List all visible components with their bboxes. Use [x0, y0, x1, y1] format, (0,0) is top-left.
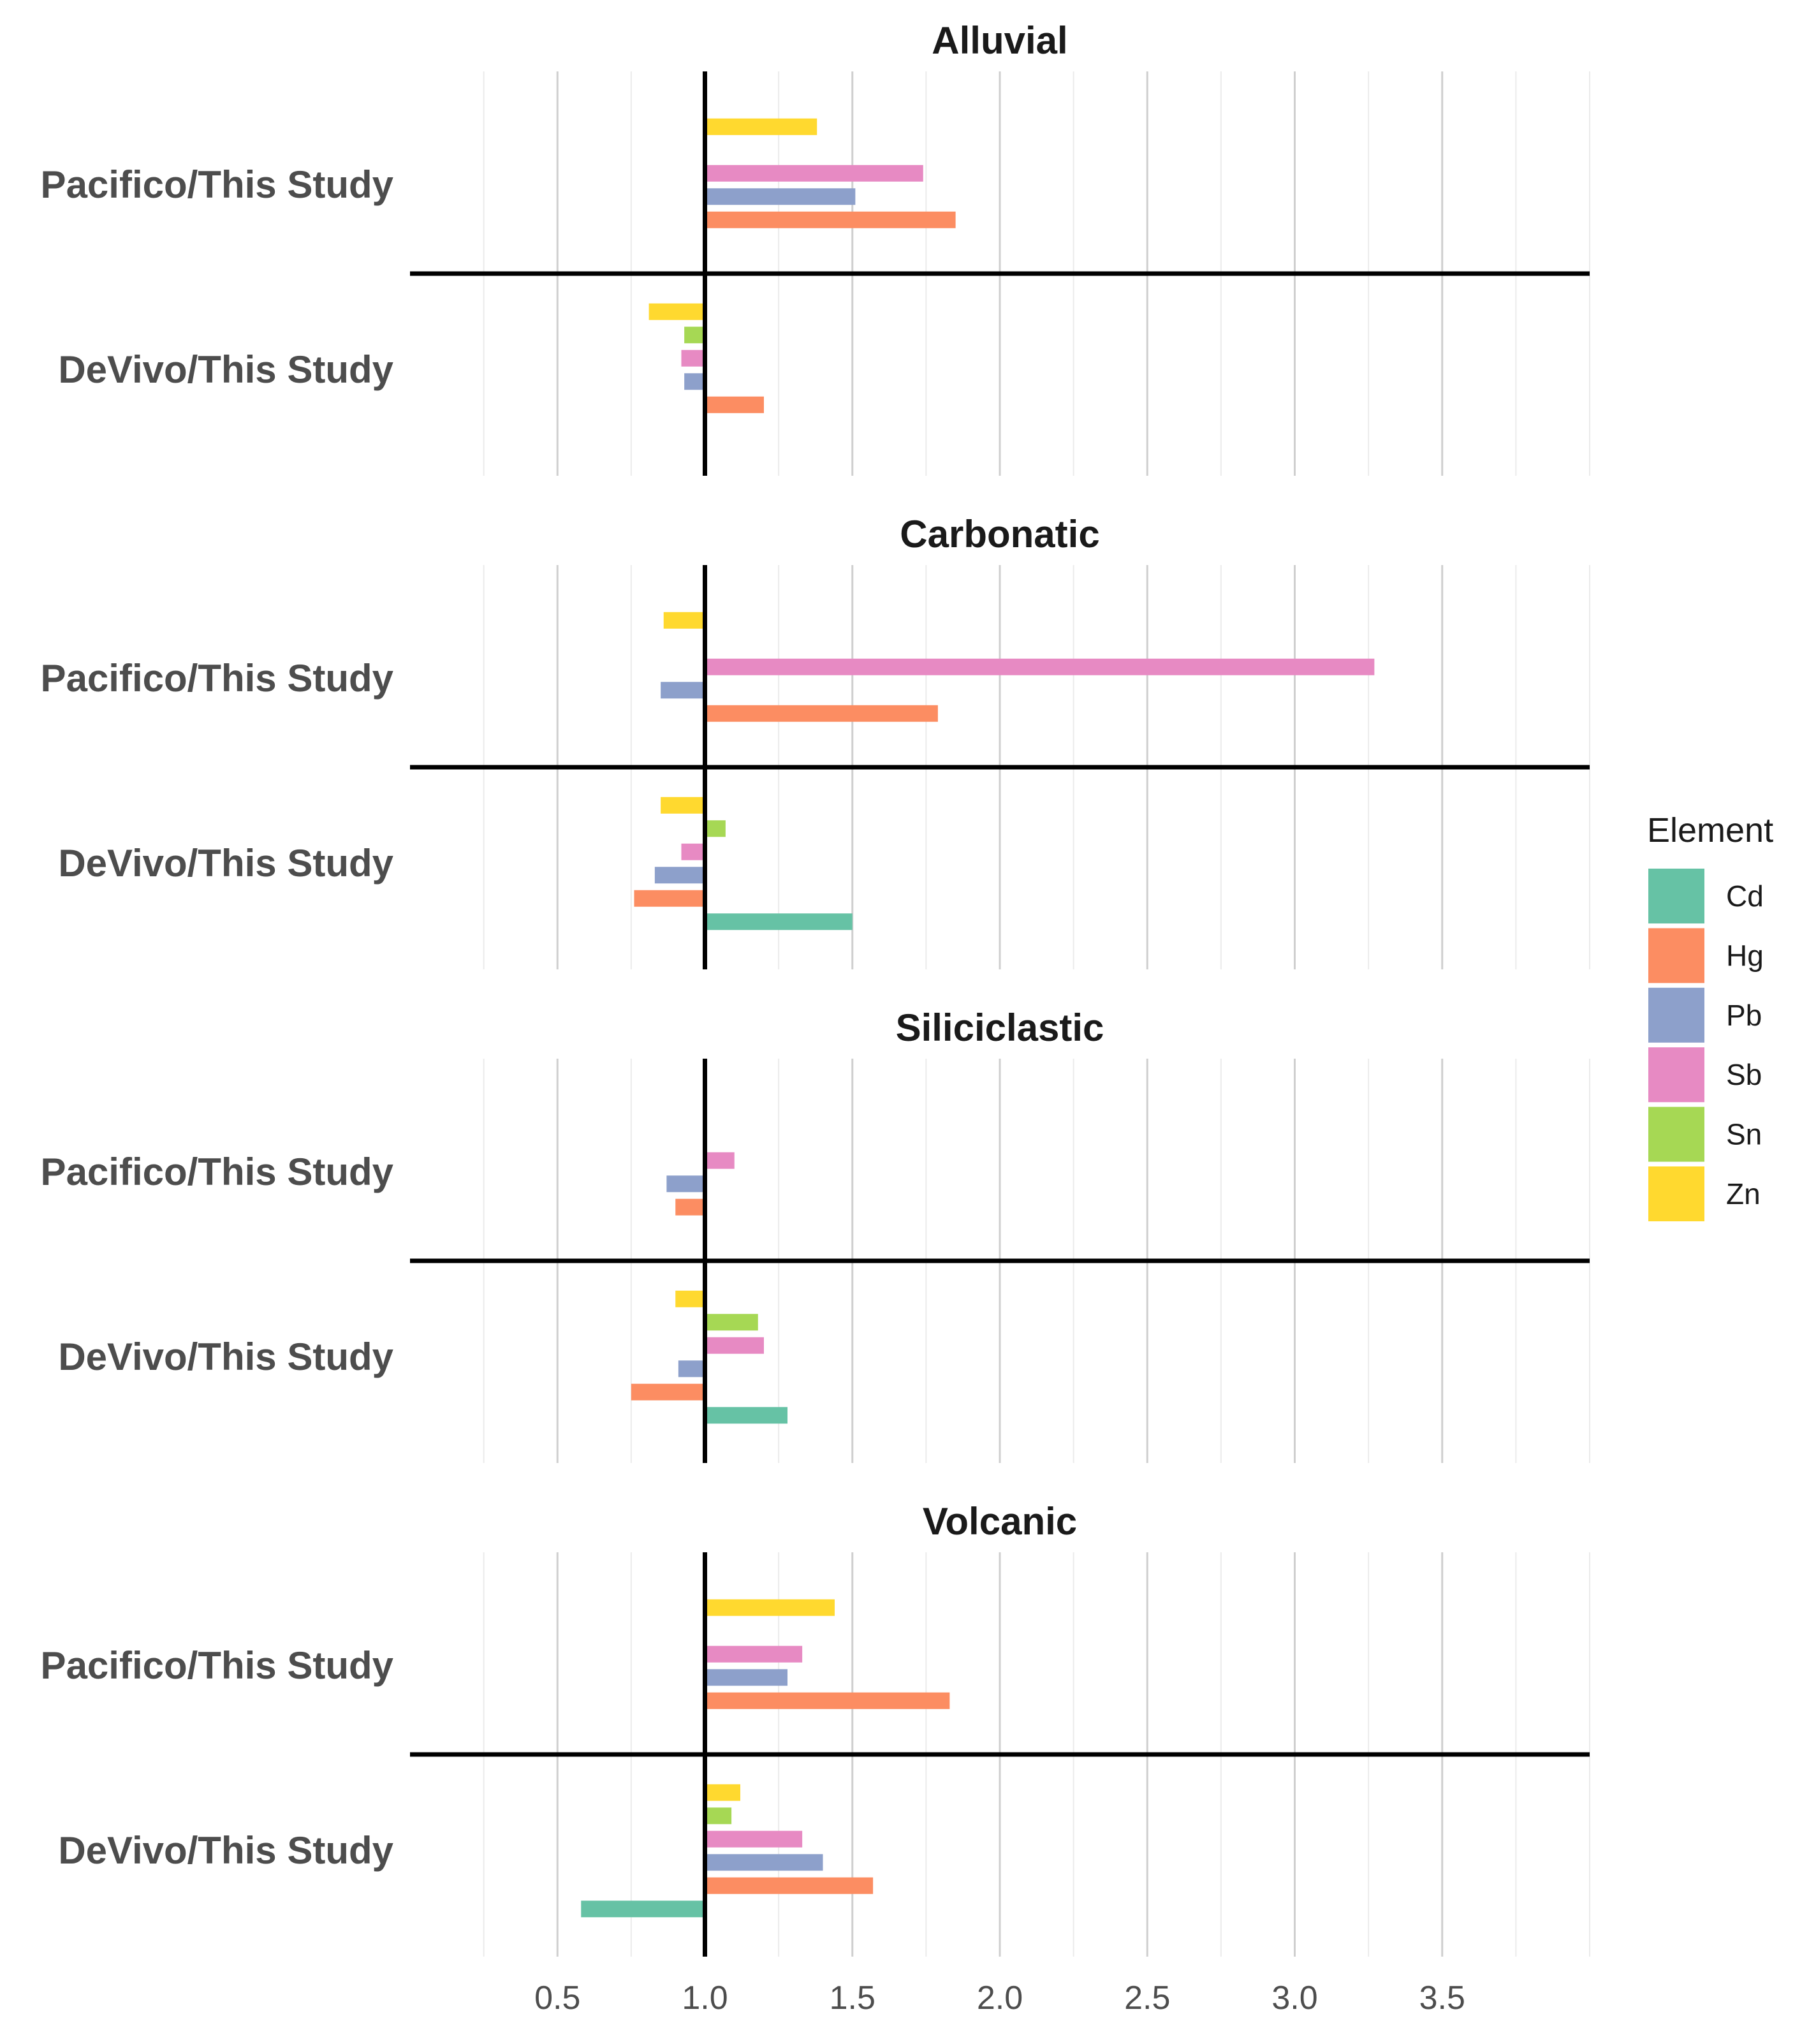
bar-hg	[631, 1384, 705, 1401]
bar-zn	[705, 1599, 835, 1616]
facet-title: Carbonatic	[900, 513, 1099, 555]
row-label: DeVivo/This Study	[58, 348, 393, 391]
x-tick-label: 1.5	[830, 1980, 875, 2017]
legend-swatch-pb	[1648, 988, 1704, 1043]
bar-sb	[705, 1646, 803, 1663]
legend-title: Element	[1647, 811, 1773, 849]
bar-cd	[581, 1901, 705, 1917]
bar-hg	[705, 397, 765, 413]
row-label: Pacifico/This Study	[41, 163, 394, 206]
legend-swatch-cd	[1648, 869, 1704, 923]
legend-swatch-sb	[1648, 1047, 1704, 1102]
x-tick-label: 3.0	[1271, 1980, 1317, 2017]
bar-pb	[655, 867, 705, 883]
bar-hg	[705, 212, 956, 228]
bar-zn	[664, 612, 705, 629]
row-label: Pacifico/This Study	[41, 1151, 394, 1193]
bar-zn	[675, 1291, 705, 1307]
bar-pb	[705, 188, 856, 205]
bar-cd	[705, 1407, 788, 1423]
faceted-bar-chart: Alluvial Pacifico/This Study DeVivo/This S…	[0, 0, 1809, 2041]
bar-zn	[705, 1784, 741, 1801]
x-tick-label: 2.0	[977, 1980, 1023, 2017]
bar-hg	[675, 1199, 705, 1216]
bar-zn	[649, 304, 705, 320]
bar-pb	[678, 1360, 705, 1377]
bar-pb	[705, 1669, 788, 1686]
legend-swatch-zn	[1648, 1166, 1704, 1221]
row-label: DeVivo/This Study	[58, 842, 393, 885]
row-label: Pacifico/This Study	[41, 1644, 394, 1687]
bar-pb	[684, 373, 705, 390]
bar-sb	[705, 1152, 735, 1169]
bar-zn	[705, 119, 817, 135]
row-label: Pacifico/This Study	[41, 657, 394, 700]
legend-label: Hg	[1726, 939, 1764, 972]
bar-sb	[682, 350, 705, 367]
bar-cd	[705, 913, 853, 930]
bar-pb	[661, 682, 705, 698]
row-label: DeVivo/This Study	[58, 1829, 393, 1872]
bar-hg	[634, 890, 705, 907]
bar-sn	[684, 327, 705, 343]
x-tick-label: 0.5	[534, 1980, 580, 2017]
bar-sn	[705, 1807, 732, 1824]
bar-sb	[705, 1831, 803, 1848]
legend-label: Zn	[1726, 1177, 1761, 1210]
bar-sb	[705, 1337, 765, 1354]
bar-hg	[705, 1878, 874, 1894]
row-label: DeVivo/This Study	[58, 1335, 393, 1378]
bar-pb	[666, 1175, 705, 1192]
bar-hg	[705, 705, 938, 722]
facet-title: Alluvial	[932, 19, 1067, 62]
x-tick-label: 1.0	[682, 1980, 728, 2017]
bar-sb	[705, 659, 1375, 675]
legend-label: Sb	[1726, 1058, 1762, 1091]
legend-label: Pb	[1726, 999, 1762, 1032]
x-tick-label: 2.5	[1124, 1980, 1170, 2017]
bar-sb	[705, 165, 923, 182]
facet-title: Volcanic	[923, 1500, 1077, 1543]
bar-zn	[661, 797, 705, 814]
bar-pb	[705, 1854, 823, 1871]
bar-sb	[682, 844, 705, 860]
facet-title: Siliciclastic	[896, 1006, 1104, 1049]
bar-sn	[705, 820, 726, 837]
legend-label: Sn	[1726, 1118, 1762, 1151]
legend-swatch-hg	[1648, 928, 1704, 983]
bar-hg	[705, 1693, 950, 1709]
chart-canvas: Alluvial Pacifico/This Study DeVivo/This S…	[0, 0, 1809, 2041]
bar-sn	[705, 1314, 758, 1330]
legend-label: Cd	[1726, 879, 1764, 913]
legend-swatch-sn	[1648, 1107, 1704, 1162]
x-tick-label: 3.5	[1419, 1980, 1465, 2017]
